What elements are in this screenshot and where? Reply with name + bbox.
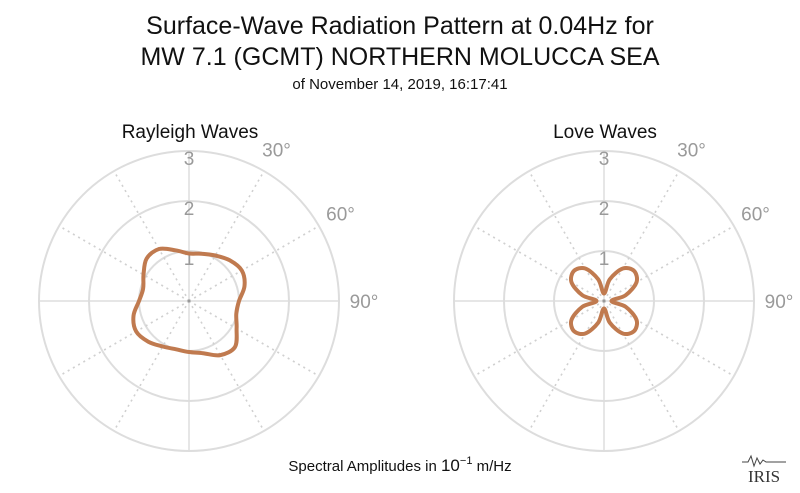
angle-tick-30: 30° [677,140,706,161]
spoke-30 [188,170,265,302]
spoke-210 [528,300,605,432]
spoke-30 [603,170,680,302]
spoke-240 [58,300,190,377]
radius-tick-1: 1 [599,249,610,270]
angle-tick-90: 90° [350,292,379,313]
angle-tick-60: 60° [326,205,355,226]
spoke-150 [603,300,680,432]
spoke-60 [603,225,735,302]
center-point [602,299,606,303]
spoke-60 [188,225,320,302]
amplitude-units-label: Spectral Amplitudes in 10−1 m/Hz [288,455,511,475]
radius-tick-2: 2 [599,199,610,220]
angle-tick-90: 90° [765,292,794,313]
radius-tick-3: 3 [184,149,195,170]
logo-text: IRIS [748,467,780,486]
spoke-150 [188,300,265,432]
spoke-240 [473,300,605,377]
spoke-300 [473,225,605,302]
love-radiation-curve [568,265,640,337]
radius-tick-3: 3 [599,149,610,170]
units-prefix: Spectral Amplitudes in [288,458,441,475]
units-base: 10 [441,456,460,475]
units-exponent: −1 [460,455,473,467]
rayleigh-radiation-curve [131,246,247,358]
love-title: Love Waves [553,122,657,143]
figure-title-line1: Surface-Wave Radiation Pattern at 0.04Hz… [146,12,654,40]
rayleigh-panel: Rayleigh Waves 1 2 3 30° 60° 90° [38,122,379,452]
figure-title-line2: MW 7.1 (GCMT) NORTHERN MOLUCCA SEA [140,43,659,71]
spoke-210 [113,300,190,432]
spoke-120 [603,300,735,377]
spoke-300 [58,225,190,302]
spoke-120 [188,300,320,377]
spoke-330 [528,170,605,302]
radius-tick-2: 2 [184,199,195,220]
figure-subtitle: of November 14, 2019, 16:17:41 [292,76,507,93]
seismogram-icon [742,454,786,468]
radius-tick-1: 1 [184,249,195,270]
angle-tick-60: 60° [741,205,770,226]
units-unit: m/Hz [472,458,511,475]
angle-tick-30: 30° [262,140,291,161]
spoke-330 [113,170,190,302]
center-point [187,299,191,303]
love-panel: Love Waves 1 2 3 30° 60° 90° [453,122,794,452]
iris-logo: IRIS [742,454,786,486]
rayleigh-title: Rayleigh Waves [122,122,259,143]
